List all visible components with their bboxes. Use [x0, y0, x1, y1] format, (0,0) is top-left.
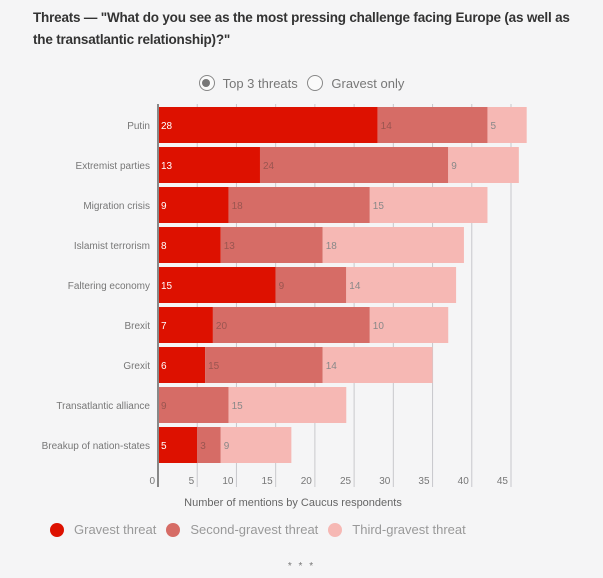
- data-label: 9: [161, 201, 167, 212]
- data-label: 14: [381, 121, 393, 132]
- more-indicator: * * *: [287, 561, 316, 572]
- bar-segment: [275, 267, 347, 303]
- legend-label: Third-gravest threat: [352, 522, 466, 537]
- x-axis-title: Number of mentions by Caucus respondents: [184, 497, 402, 509]
- category-label: Extremist parties: [76, 161, 150, 172]
- bar-segment: [322, 227, 464, 263]
- category-label: Transatlantic alliance: [56, 401, 150, 412]
- category-label: Islamist terrorism: [74, 241, 150, 252]
- legend: Gravest threat Second-gravest threat Thi…: [50, 522, 476, 537]
- legend-label: Gravest threat: [74, 522, 157, 537]
- x-tick-label: 0: [149, 476, 155, 487]
- bar-segment: [212, 307, 370, 343]
- x-tick-label: 20: [301, 476, 313, 487]
- data-label: 14: [349, 281, 361, 292]
- data-label: 15: [161, 281, 173, 292]
- legend-item-gravest[interactable]: Gravest threat: [50, 522, 156, 537]
- bar-segment: [158, 187, 229, 223]
- data-label: 7: [161, 321, 167, 332]
- data-label: 9: [451, 161, 457, 172]
- bar-segment: [158, 387, 229, 423]
- radio-selected-icon[interactable]: [198, 75, 215, 91]
- chart-title: Threats — "What do you see as the most p…: [33, 10, 570, 47]
- data-label: 9: [161, 401, 167, 412]
- data-label: 5: [490, 121, 496, 132]
- toggle-top3[interactable]: Top 3 threats: [198, 75, 298, 91]
- data-label: 15: [232, 401, 244, 412]
- view-toggle: Top 3 threats Gravest only: [0, 75, 603, 94]
- data-label: 20: [216, 321, 228, 332]
- category-label: Brexit: [124, 321, 150, 332]
- data-label: 10: [373, 321, 385, 332]
- category-label: Breakup of nation-states: [42, 441, 150, 452]
- x-tick-label: 40: [458, 476, 470, 487]
- data-label: 18: [232, 201, 244, 212]
- bar-segment: [228, 387, 347, 423]
- bar-segment: [220, 427, 292, 463]
- legend-dot-icon: [50, 522, 64, 537]
- bar-segment: [259, 147, 449, 183]
- bar-segment: [369, 307, 449, 343]
- legend-item-second[interactable]: Second-gravest threat: [166, 522, 318, 537]
- bar-segment: [158, 227, 221, 263]
- data-label: 15: [208, 361, 220, 372]
- bar-segment: [158, 107, 378, 143]
- x-tick-label: 25: [340, 476, 352, 487]
- x-tick-label: 15: [262, 476, 274, 487]
- data-label: 14: [326, 361, 338, 372]
- bar-segment: [369, 187, 488, 223]
- legend-item-third[interactable]: Third-gravest threat: [328, 522, 466, 537]
- bar-segment: [228, 187, 370, 223]
- stacked-bar-chart: Putin 28 14 5 Extremist parties 13 24 9 Migratio…: [42, 104, 527, 509]
- data-label: 9: [279, 281, 285, 292]
- x-tick-label: 10: [222, 476, 234, 487]
- toggle-gravest-label: Gravest only: [331, 75, 405, 91]
- bar-segment: [158, 267, 276, 303]
- category-label: Migration crisis: [83, 201, 150, 212]
- category-label: Putin: [127, 121, 150, 132]
- data-label: 18: [326, 241, 338, 252]
- data-label: 3: [200, 441, 206, 452]
- x-tick-label: 35: [418, 476, 430, 487]
- legend-dot-icon: [328, 522, 343, 537]
- bar-segment: [158, 347, 206, 383]
- bar-segment: [220, 227, 323, 263]
- legend-dot-icon: [166, 522, 181, 537]
- data-label: 24: [263, 161, 275, 172]
- bar-segment: [158, 147, 260, 183]
- toggle-gravest[interactable]: Gravest only: [307, 75, 404, 91]
- data-label: 5: [161, 441, 167, 452]
- bar-segment: [346, 267, 457, 303]
- data-label: 9: [224, 441, 230, 452]
- category-label: Faltering economy: [68, 281, 150, 292]
- bar-segment: [448, 147, 519, 183]
- bar-segment: [322, 347, 433, 383]
- bar-segment: [158, 427, 198, 463]
- data-label: 13: [224, 241, 236, 252]
- bar-segment: [197, 427, 221, 463]
- category-label: Grexit: [123, 361, 150, 372]
- data-label: 15: [373, 201, 385, 212]
- radio-unselected-icon[interactable]: [307, 75, 324, 91]
- bar-segment: [377, 107, 488, 143]
- x-tick-label: 45: [497, 476, 509, 487]
- x-tick-label: 5: [189, 476, 195, 487]
- legend-label: Second-gravest threat: [190, 522, 319, 537]
- data-label: 8: [161, 241, 167, 252]
- data-label: 6: [161, 361, 167, 372]
- bar-segment: [205, 347, 323, 383]
- data-label: 28: [161, 121, 173, 132]
- data-label: 13: [161, 161, 173, 172]
- bar-segment: [487, 107, 527, 143]
- toggle-top3-label: Top 3 threats: [222, 75, 298, 91]
- x-tick-label: 30: [379, 476, 391, 487]
- bar-segment: [158, 307, 213, 343]
